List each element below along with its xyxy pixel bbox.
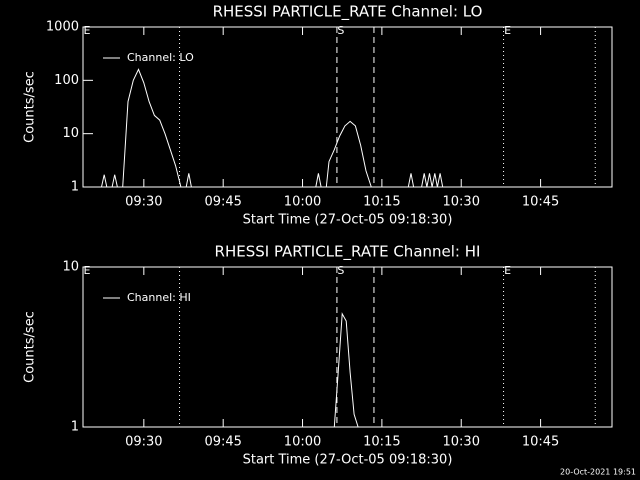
x-tick-label: 10:00 <box>284 195 321 210</box>
x-tick-label: 09:30 <box>125 195 162 210</box>
data-line <box>333 312 359 428</box>
x-axis-label: Start Time (27-Oct-05 09:18:30) <box>243 453 453 468</box>
event-flag: E <box>504 24 511 37</box>
y-tick-label: 10 <box>62 260 79 275</box>
x-tick-label: 10:15 <box>363 195 400 210</box>
x-tick-label: 10:00 <box>284 435 321 450</box>
chart-title: RHESSI PARTICLE_RATE Channel: HI <box>215 243 481 262</box>
plot-frame <box>82 266 613 428</box>
x-tick-label: 10:30 <box>443 435 480 450</box>
x-tick-label: 10:15 <box>363 435 400 450</box>
event-flag: S <box>337 264 344 277</box>
event-flag: E <box>504 264 511 277</box>
event-flag: E <box>84 264 91 277</box>
data-line <box>101 68 444 188</box>
y-tick-label: 1 <box>71 420 79 435</box>
x-tick-label: 10:45 <box>522 195 559 210</box>
y-tick-label: 10 <box>62 126 79 141</box>
x-tick-label: 10:45 <box>522 435 559 450</box>
chart-title: RHESSI PARTICLE_RATE Channel: LO <box>213 3 483 22</box>
x-tick-label: 09:30 <box>125 435 162 450</box>
y-tick-label: 1 <box>71 180 79 195</box>
x-tick-label: 09:45 <box>204 195 241 210</box>
y-tick-label: 1000 <box>46 20 79 35</box>
x-axis-label: Start Time (27-Oct-05 09:18:30) <box>243 213 453 228</box>
footer: 20-Oct-2021 19:51 <box>560 468 636 477</box>
event-flag: S <box>337 24 344 37</box>
y-axis-label: Counts/sec <box>23 71 38 143</box>
y-axis-label: Counts/sec <box>23 311 38 383</box>
event-flag: E <box>84 24 91 37</box>
y-tick-label: 100 <box>54 73 79 88</box>
legend-label: Channel: HI <box>127 291 191 304</box>
x-tick-label: 09:45 <box>204 435 241 450</box>
x-tick-label: 10:30 <box>443 195 480 210</box>
legend-label: Channel: LO <box>127 51 194 64</box>
